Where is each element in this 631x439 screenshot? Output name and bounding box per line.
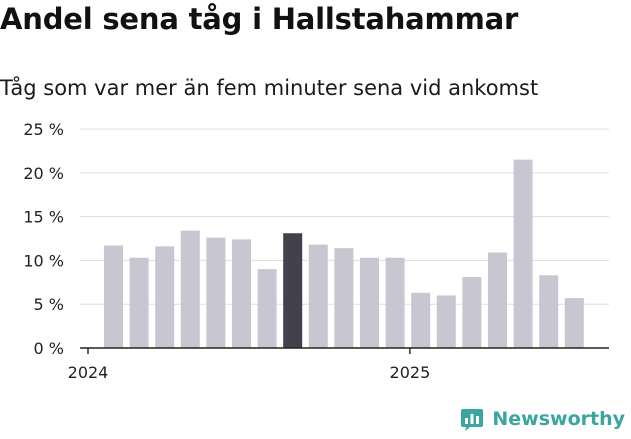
bar — [513, 159, 533, 348]
bar — [308, 244, 328, 348]
bar — [488, 252, 507, 348]
bar — [129, 257, 149, 348]
bar — [564, 298, 584, 348]
bar — [206, 237, 226, 348]
y-tick-label: 10 % — [23, 251, 64, 270]
newsworthy-logo-icon — [461, 409, 484, 431]
bar — [232, 239, 251, 348]
brand-logo: Newsworthy — [460, 407, 625, 431]
bar — [155, 246, 175, 348]
bar — [104, 245, 123, 348]
y-tick-label: 5 % — [34, 295, 64, 314]
bar — [180, 230, 200, 348]
chart-subtitle: Tåg som var mer än fem minuter sena vid … — [0, 76, 539, 100]
bar — [385, 257, 405, 348]
y-tick-label: 25 % — [23, 120, 64, 139]
chart-title: Andel sena tåg i Hallstahammar — [0, 2, 519, 36]
bar — [411, 292, 431, 348]
x-tick-label: 2024 — [68, 363, 109, 382]
bar — [257, 269, 277, 348]
bar — [462, 277, 482, 348]
brand-name: Newsworthy — [492, 408, 625, 430]
bar — [360, 257, 379, 348]
bar — [283, 233, 303, 348]
y-tick-label: 15 % — [23, 208, 64, 227]
x-tick-label: 2025 — [390, 363, 431, 382]
y-tick-label: 0 % — [34, 339, 64, 358]
bar — [436, 295, 456, 348]
bar — [334, 248, 354, 348]
y-tick-label: 20 % — [23, 164, 64, 183]
bar — [539, 275, 559, 348]
